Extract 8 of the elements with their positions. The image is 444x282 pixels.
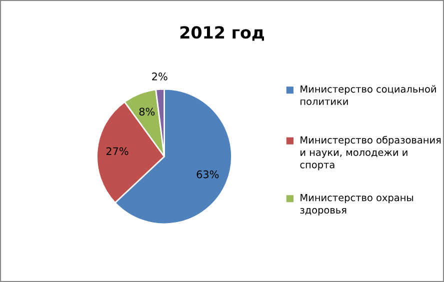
legend-label: Министерство охраны здоровья <box>300 194 414 216</box>
data-label: 63% <box>196 170 219 178</box>
legend-label: Министерство социальной политики <box>300 85 436 106</box>
legend-label: Министерство образования и науки, молодежи и спорта <box>300 136 441 170</box>
data-label: 27% <box>106 147 128 156</box>
data-label: 2% <box>152 72 168 80</box>
data-label: 8% <box>139 108 155 116</box>
chart-title: 2012 год <box>180 26 264 41</box>
